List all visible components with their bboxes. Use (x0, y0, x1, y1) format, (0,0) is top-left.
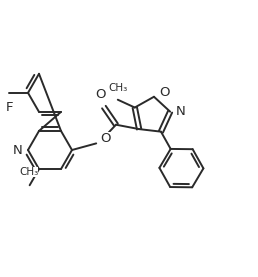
Text: O: O (96, 88, 106, 101)
Text: F: F (6, 101, 13, 114)
Text: O: O (159, 86, 170, 99)
Text: CH₃: CH₃ (108, 83, 127, 93)
Text: O: O (100, 132, 111, 145)
Text: N: N (176, 105, 186, 118)
Text: N: N (13, 143, 23, 157)
Text: CH₃: CH₃ (19, 167, 38, 177)
